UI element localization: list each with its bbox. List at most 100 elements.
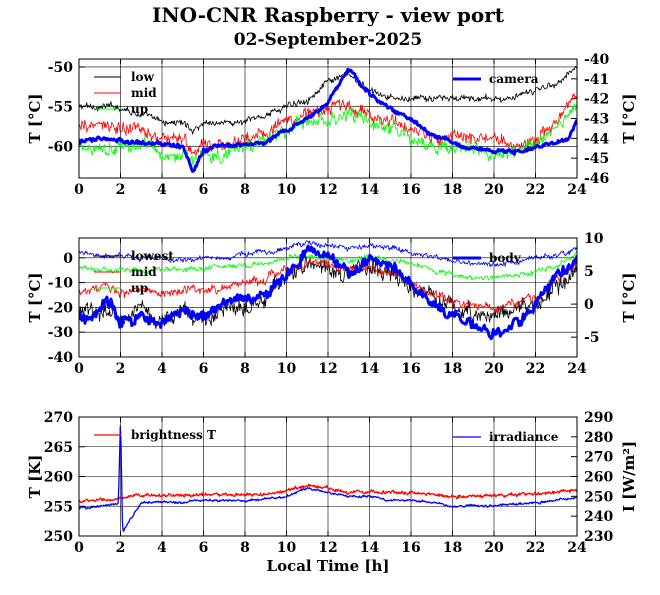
x-tick-label: 8 [240, 182, 250, 198]
y2-tick-label: -42 [584, 92, 609, 108]
x-tick-label: 22 [526, 540, 545, 556]
x-tick-label: 24 [567, 540, 587, 556]
x-tick-label: 6 [199, 540, 209, 556]
x-tick-label: 4 [157, 361, 167, 377]
x-tick-label: 22 [526, 361, 545, 377]
x-tick-label: 20 [484, 540, 504, 556]
y-tick-label: -40 [48, 350, 74, 366]
chart-panels: 0 2 4 6 8 10 12 14 16 18 20 22 24-50-55-60-40-41-42-… [26, 52, 638, 575]
x-tick-label: 18 [443, 182, 462, 198]
x-tick-label: 14 [360, 361, 380, 377]
x-tick-label: 20 [484, 361, 504, 377]
x-tick-label: 10 [277, 540, 297, 556]
y2-axis-label: I [W/m²] [620, 441, 638, 512]
chart-subtitle: 02-September-2025 [234, 30, 422, 50]
y-tick-label: -55 [48, 100, 73, 116]
legend-label: up [131, 281, 148, 295]
series-line-unnamed [79, 240, 577, 268]
x-tick-label: 18 [443, 540, 462, 556]
y2-tick-label: 0 [584, 297, 594, 313]
chart-title: INO-CNR Raspberry - view port [152, 3, 505, 27]
series-line-camera [79, 67, 577, 173]
legend-label: up [131, 102, 148, 116]
y-tick-label: -60 [48, 139, 74, 155]
series-group [79, 240, 577, 341]
x-tick-label: 2 [116, 540, 126, 556]
y2-tick-label: -43 [584, 112, 609, 128]
y2-tick-label: 5 [584, 264, 594, 280]
y-tick-label: -30 [48, 325, 74, 341]
legend-label: brightness T [131, 428, 216, 442]
x-tick-label: 8 [240, 540, 250, 556]
y2-tick-label: 260 [584, 470, 613, 486]
legend-label: irradiance [489, 430, 559, 444]
x-tick-label: 12 [318, 361, 337, 377]
y-axis-label: T [K] [26, 455, 44, 499]
x-tick-label: 6 [199, 182, 209, 198]
legend-label: body [489, 251, 522, 265]
series-line-brightness-T [79, 483, 577, 504]
y-tick-label: -10 [48, 276, 74, 292]
y2-tick-label: -44 [584, 131, 610, 147]
x-tick-label: 4 [157, 182, 167, 198]
x-tick-label: 10 [277, 361, 297, 377]
x-tick-label: 12 [318, 182, 337, 198]
y2-tick-label: -41 [584, 72, 609, 88]
y2-tick-label: 270 [584, 450, 613, 466]
y-tick-label: 250 [44, 529, 73, 545]
legend-label: mid [131, 265, 157, 279]
y2-tick-label: 230 [584, 529, 613, 545]
y-tick-label: 270 [44, 410, 73, 426]
x-tick-label: 0 [74, 540, 84, 556]
x-tick-label: 0 [74, 182, 84, 198]
x-tick-label: 24 [567, 361, 587, 377]
y-tick-label: -20 [48, 300, 74, 316]
x-tick-label: 2 [116, 361, 126, 377]
legend-label: lowest [131, 249, 174, 263]
series-line-up [79, 103, 577, 166]
panel-3: 0 2 4 6 8 10 12 14 16 18 20 22 242702652602552502902… [26, 410, 638, 575]
series-group [79, 65, 577, 173]
x-tick-label: 16 [401, 540, 420, 556]
y2-tick-label: 290 [584, 410, 613, 426]
plot-frame [78, 416, 578, 537]
y-tick-label: 255 [44, 499, 73, 515]
x-tick-label: 4 [157, 540, 167, 556]
series-group [79, 425, 577, 532]
y-tick-label: -50 [48, 60, 74, 76]
y-tick-label: 265 [44, 440, 73, 456]
panel-1: 0 2 4 6 8 10 12 14 16 18 20 22 24-50-55-60-40-41-42-… [26, 52, 638, 198]
x-tick-label: 14 [360, 182, 380, 198]
series-line-irradiance [79, 425, 577, 532]
y2-tick-label: 240 [584, 509, 613, 525]
y2-tick-label: -5 [584, 330, 600, 346]
x-tick-label: 22 [526, 182, 545, 198]
series-line-mid [79, 93, 577, 156]
plot-frame [78, 237, 578, 358]
y-axis-label: T [°C] [26, 272, 44, 322]
legend-label: mid [131, 86, 157, 100]
x-tick-label: 8 [240, 361, 250, 377]
y2-tick-label: -45 [584, 151, 609, 167]
y2-tick-label: -40 [584, 52, 610, 68]
y2-tick-label: 10 [584, 231, 604, 247]
x-tick-label: 6 [199, 361, 209, 377]
y2-tick-label: 250 [584, 489, 613, 505]
legend-label: camera [489, 72, 539, 86]
x-tick-label: 18 [443, 361, 462, 377]
y-tick-label: 260 [44, 470, 73, 486]
y2-tick-label: -46 [584, 171, 609, 187]
y2-axis-label: T [°C] [620, 272, 638, 322]
y2-axis-label: T [°C] [620, 93, 638, 143]
x-tick-label: 2 [116, 182, 126, 198]
x-tick-label: 16 [401, 361, 420, 377]
x-axis-label: Local Time [h] [267, 557, 390, 575]
y2-tick-label: 280 [584, 430, 613, 446]
y-axis-label: T [°C] [26, 93, 44, 143]
x-tick-label: 12 [318, 540, 337, 556]
x-tick-label: 16 [401, 182, 420, 198]
x-tick-label: 10 [277, 182, 297, 198]
y-tick-label: 0 [63, 251, 73, 267]
legend-label: low [131, 70, 155, 84]
